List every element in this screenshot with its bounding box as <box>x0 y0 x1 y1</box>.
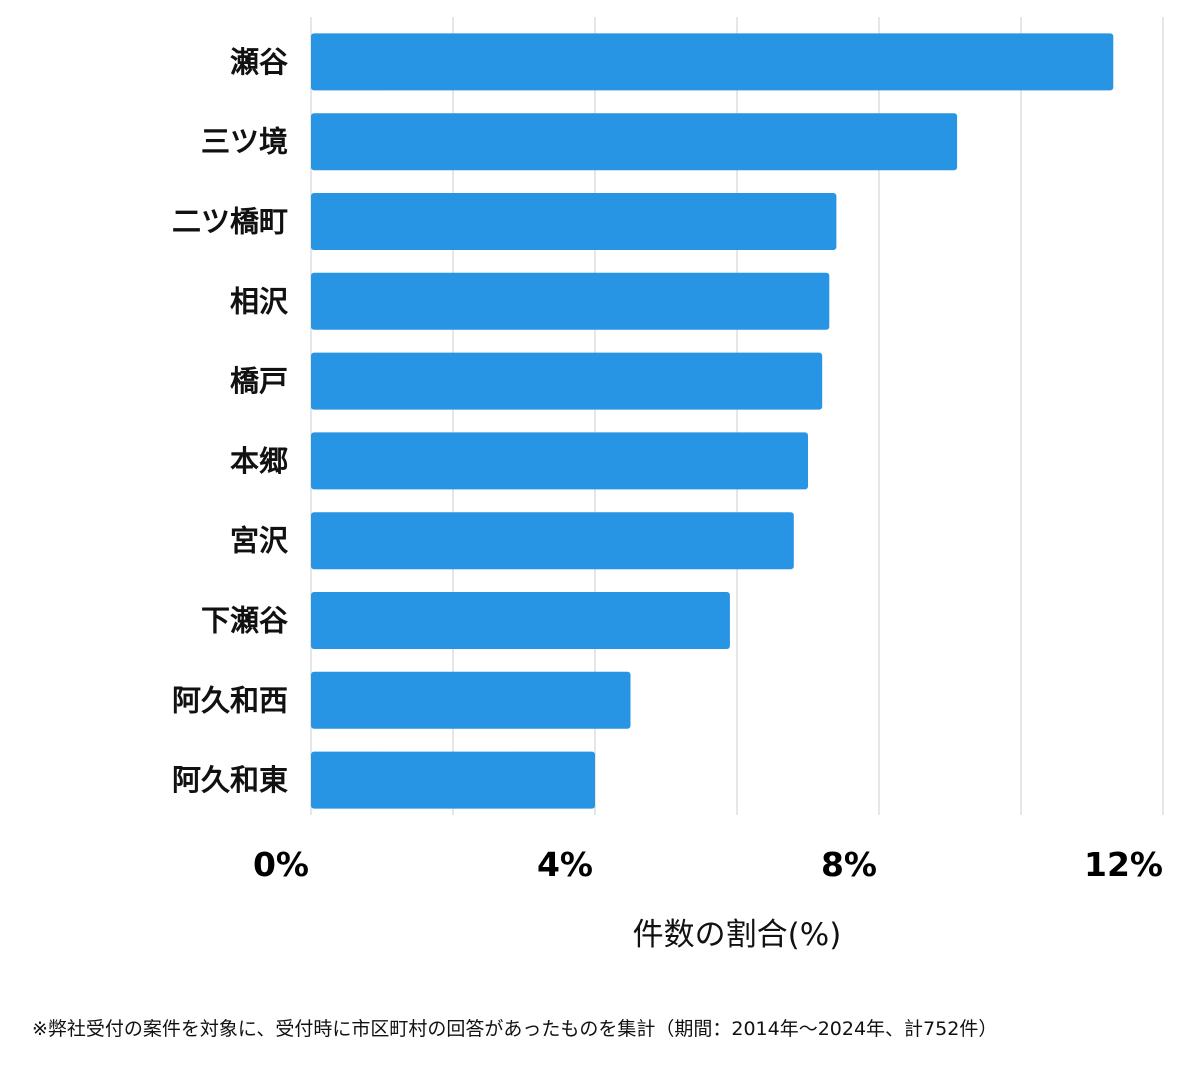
category-label: 本郷 <box>230 444 288 478</box>
category-label: 二ツ橋町 <box>172 205 288 239</box>
category-label: 阿久和西 <box>172 683 288 717</box>
category-label: 相沢 <box>230 284 289 318</box>
bar <box>311 272 830 330</box>
x-tick-label: 8% <box>821 845 877 884</box>
bar <box>311 751 595 809</box>
bar <box>311 671 631 729</box>
bar <box>311 193 837 250</box>
category-label: 三ツ境 <box>201 125 288 159</box>
x-tick-labels: 0% 4% 8% 12% <box>253 845 1163 884</box>
bar <box>311 512 794 570</box>
category-label: 橋戸 <box>230 364 288 398</box>
category-label: 瀬谷 <box>230 45 289 79</box>
bars <box>311 33 1114 809</box>
bar <box>311 352 823 410</box>
category-label: 宮沢 <box>230 524 289 558</box>
x-tick-label: 4% <box>537 845 593 884</box>
footnote: ※弊社受付の案件を対象に、受付時に市区町村の回答があったものを集計（期間：201… <box>32 1018 998 1040</box>
category-label: 下瀬谷 <box>201 604 289 638</box>
x-tick-label: 0% <box>253 845 309 884</box>
x-tick-label: 12% <box>1084 845 1163 884</box>
category-label: 阿久和東 <box>172 763 288 797</box>
bar <box>311 592 730 649</box>
bar <box>311 33 1114 91</box>
bar <box>311 432 808 490</box>
x-axis-title: 件数の割合(%) <box>633 917 842 953</box>
bar <box>311 113 958 171</box>
